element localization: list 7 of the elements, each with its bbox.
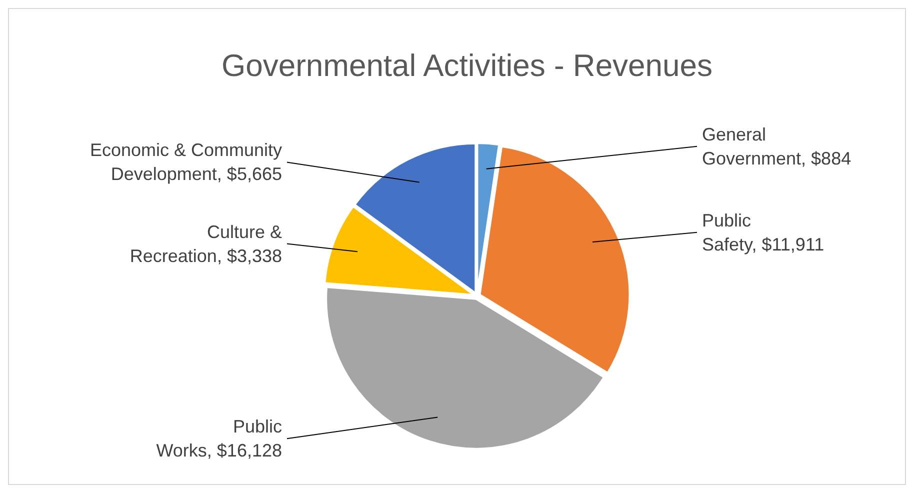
slice-label: Economic & Community Development, $5,665 [90,140,282,184]
pie-slice [478,145,630,374]
slice-label: Culture & Recreation, $3,338 [130,222,282,266]
slice-label: General Government, $884 [702,124,852,168]
slice-label: Public Safety, $11,911 [702,210,824,254]
slice-label: Public Works, $16,128 [156,416,282,461]
chart-title: Governmental Activities - Revenues [221,48,713,83]
